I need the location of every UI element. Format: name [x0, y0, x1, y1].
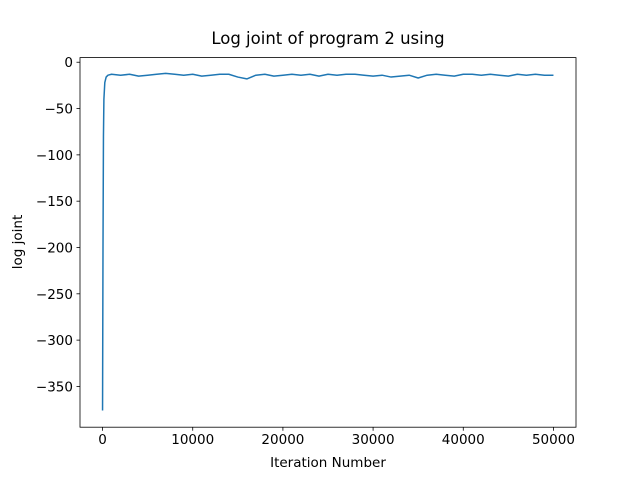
- x-axis-label: Iteration Number: [270, 455, 386, 471]
- y-tick-label: 0: [64, 55, 73, 71]
- x-tick-label: 30000: [352, 432, 395, 448]
- y-tick-label: −150: [36, 194, 73, 210]
- y-tick-label: −100: [36, 148, 73, 164]
- x-tick-label: 20000: [261, 432, 304, 448]
- y-tick-label: −250: [36, 287, 73, 303]
- x-tick-label: 0: [98, 432, 107, 448]
- y-axis-label: log joint: [10, 215, 26, 269]
- y-tick-label: −200: [36, 240, 73, 256]
- plot-frame: [79, 57, 577, 428]
- chart-title: Log joint of program 2 using: [211, 29, 444, 48]
- y-tick-label: −50: [45, 102, 74, 118]
- data-line: [101, 72, 554, 411]
- y-tick-label: −300: [36, 333, 73, 349]
- y-tick-label: −350: [36, 379, 73, 395]
- x-tick-label: 50000: [532, 432, 575, 448]
- x-tick-label: 40000: [442, 432, 485, 448]
- x-tick-label: 10000: [171, 432, 214, 448]
